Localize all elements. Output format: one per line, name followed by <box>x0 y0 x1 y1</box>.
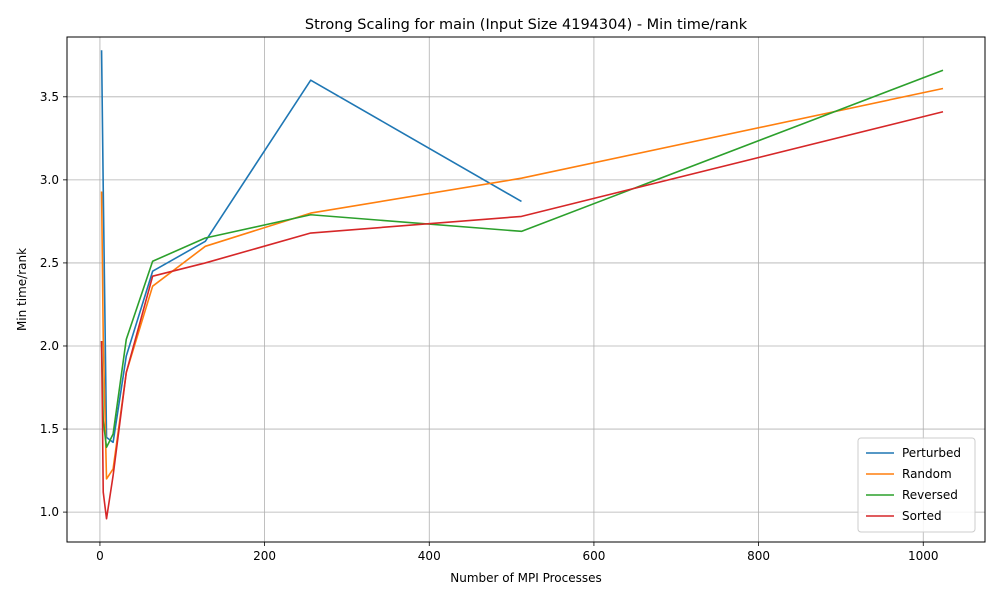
y-tick-label: 1.5 <box>40 422 59 436</box>
grid-lines <box>67 37 985 542</box>
legend-label-perturbed: Perturbed <box>902 446 961 460</box>
series-line-reversed <box>100 69 944 449</box>
y-tick-label: 2.0 <box>40 339 59 353</box>
series-line-random <box>100 87 944 480</box>
y-tick-label: 3.5 <box>40 90 59 104</box>
x-axis-title: Number of MPI Processes <box>450 571 602 585</box>
legend-label-sorted: Sorted <box>902 509 942 523</box>
x-tick-label: 400 <box>418 549 441 563</box>
legend-box <box>857 437 976 533</box>
chart-title: Strong Scaling for main (Input Size 4194… <box>305 17 748 33</box>
y-axis-title: Min time/rank <box>15 248 29 331</box>
y-tick-label: 3.0 <box>40 173 59 187</box>
x-tick-label: 200 <box>253 549 276 563</box>
legend-label-random: Random <box>902 467 952 481</box>
plot-frame <box>66 36 986 543</box>
x-tick-label: 800 <box>747 549 770 563</box>
series-lines <box>100 50 944 520</box>
x-tick-label: 1000 <box>908 549 939 563</box>
series-line-perturbed <box>100 50 522 444</box>
x-tick-label: 0 <box>96 549 104 563</box>
legend: Perturbed Random Reversed Sorted <box>857 437 976 533</box>
y-tick-label: 1.0 <box>40 505 59 519</box>
y-tick-label: 2.5 <box>40 256 59 270</box>
series-line-sorted <box>100 110 944 520</box>
axis-ticks: 0 200 400 600 800 1000 1.0 1.5 2.0 2.5 3.0 3.5 <box>40 90 939 563</box>
x-tick-label: 600 <box>582 549 605 563</box>
legend-label-reversed: Reversed <box>902 488 958 502</box>
plot-area <box>67 37 985 542</box>
